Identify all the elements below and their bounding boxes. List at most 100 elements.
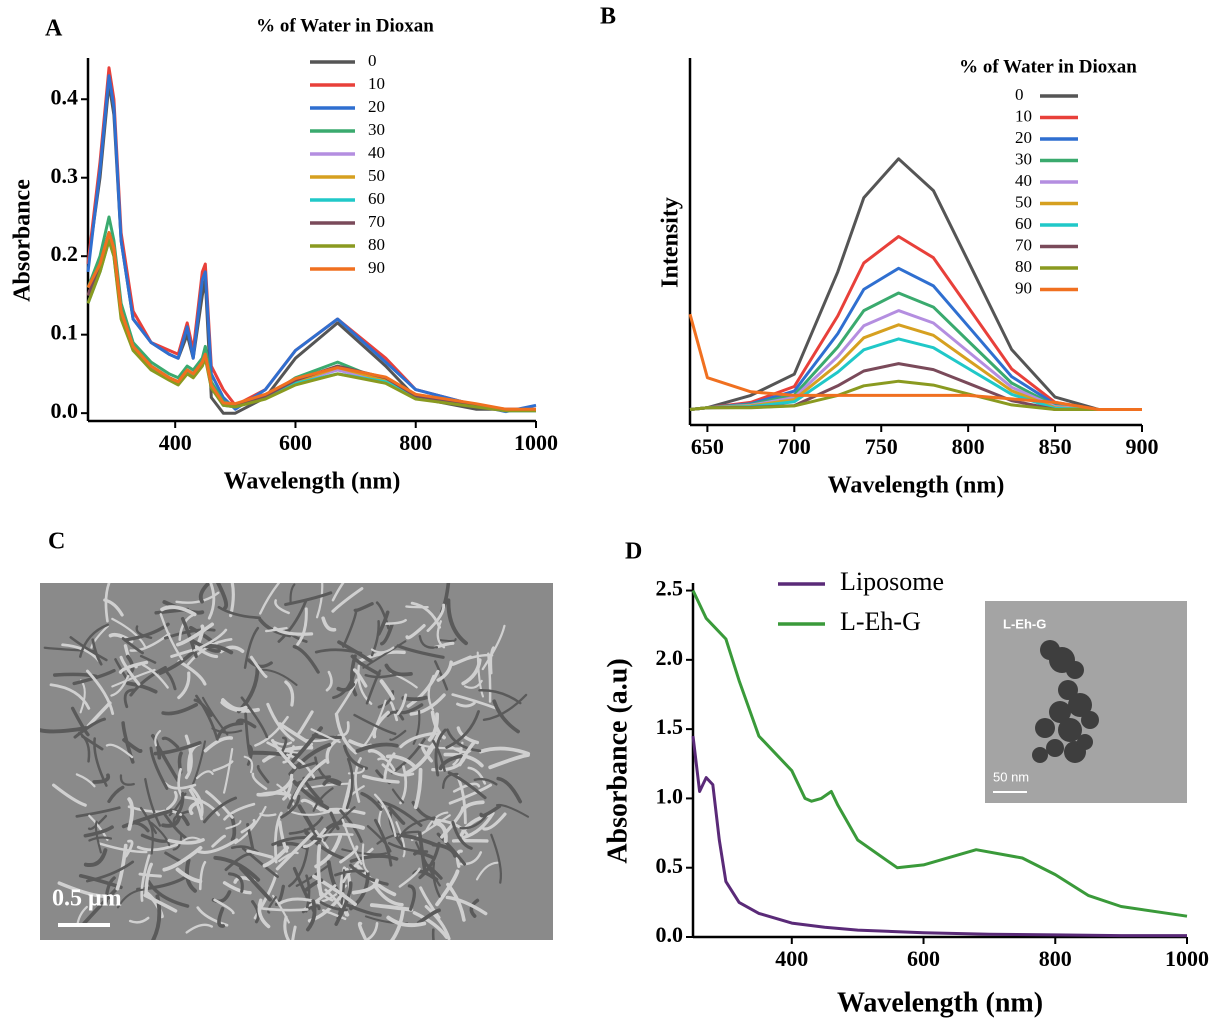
fiber (110, 674, 130, 697)
fiber (213, 898, 235, 915)
fiber (259, 812, 277, 817)
fiber (225, 820, 242, 830)
fiber (353, 713, 397, 736)
legend-label: 10 (368, 74, 385, 93)
fiber (224, 852, 252, 872)
panel-label: D (625, 539, 642, 565)
fiber (249, 655, 268, 679)
legend-label: 0 (368, 51, 377, 70)
fiber (217, 906, 226, 928)
fiber (85, 669, 115, 715)
fiber (121, 809, 173, 829)
fiber (390, 907, 405, 940)
fiber (441, 772, 459, 789)
fiber (301, 782, 353, 791)
fiber (488, 753, 530, 770)
series-line (86, 74, 537, 414)
fiber (274, 599, 290, 615)
fiber (396, 693, 408, 716)
fiber (314, 829, 330, 849)
fiber (476, 651, 485, 698)
fiber (461, 811, 495, 840)
x-axis-title: Wavelength (nm) (837, 987, 1043, 1018)
fiber (230, 845, 259, 854)
x-tick-label: 850 (1039, 434, 1072, 459)
fiber (177, 659, 207, 686)
fiber (424, 905, 451, 940)
fiber (296, 607, 308, 646)
fiber (302, 827, 327, 848)
fiber (61, 643, 101, 663)
fiber (177, 671, 191, 700)
fiber (240, 696, 269, 739)
fiber (161, 702, 199, 716)
fiber (121, 637, 144, 655)
legend-label: 50 (1015, 192, 1032, 211)
fiber (357, 921, 367, 940)
fiber (432, 821, 448, 844)
series-line (86, 66, 536, 411)
fiber (288, 845, 310, 888)
fiber (458, 851, 483, 866)
fiber (384, 663, 413, 677)
fiber (195, 694, 219, 741)
particle (1081, 711, 1099, 729)
fiber (436, 620, 446, 649)
x-tick-label: 1000 (514, 430, 558, 455)
legend-label: 60 (1015, 214, 1032, 233)
fiber (198, 583, 212, 604)
fiber (339, 845, 359, 864)
fiber (377, 689, 395, 709)
particle (1066, 661, 1084, 679)
fiber (355, 742, 399, 753)
fiber (196, 906, 229, 927)
fiber (257, 898, 271, 929)
fiber (129, 665, 167, 697)
fiber (334, 869, 365, 877)
fiber (325, 670, 333, 692)
x-tick-label: 1000 (1165, 946, 1209, 971)
fiber (86, 701, 112, 728)
fiber (259, 583, 281, 615)
fiber (412, 911, 449, 939)
legend-label: 30 (368, 120, 385, 139)
legend-label: 0 (1015, 85, 1024, 104)
fiber (40, 726, 88, 734)
fiber (75, 773, 96, 788)
fiber (87, 814, 108, 831)
fiber (284, 628, 308, 643)
fiber (409, 693, 446, 716)
fiber (127, 797, 135, 831)
fiber (254, 715, 289, 747)
x-tick-label: 700 (778, 434, 811, 459)
fiber (201, 696, 229, 736)
fiber (144, 862, 153, 898)
fiber (119, 774, 135, 786)
fiber (162, 845, 203, 872)
fiber (165, 671, 177, 691)
fiber (154, 729, 162, 747)
fiber (361, 774, 400, 784)
inset: L-Eh-G 50 nm (985, 601, 1187, 803)
fiber (432, 861, 441, 898)
fiber (111, 617, 147, 648)
fiber (85, 860, 135, 883)
fiber (288, 742, 332, 776)
fiber (215, 583, 229, 610)
fiber (315, 583, 324, 619)
fiber (179, 836, 203, 845)
fiber (136, 843, 179, 852)
fiber (205, 790, 234, 819)
x-tick-label: 800 (1039, 946, 1072, 971)
fiber (481, 624, 506, 671)
fiber (469, 898, 480, 918)
fiber (337, 721, 350, 738)
series-line (691, 589, 1188, 918)
fiber (349, 854, 399, 863)
panel-label: B (600, 4, 616, 30)
legend-label: 90 (1015, 278, 1032, 297)
fiber (419, 886, 441, 920)
fiber (243, 755, 254, 774)
fiber (83, 848, 108, 868)
